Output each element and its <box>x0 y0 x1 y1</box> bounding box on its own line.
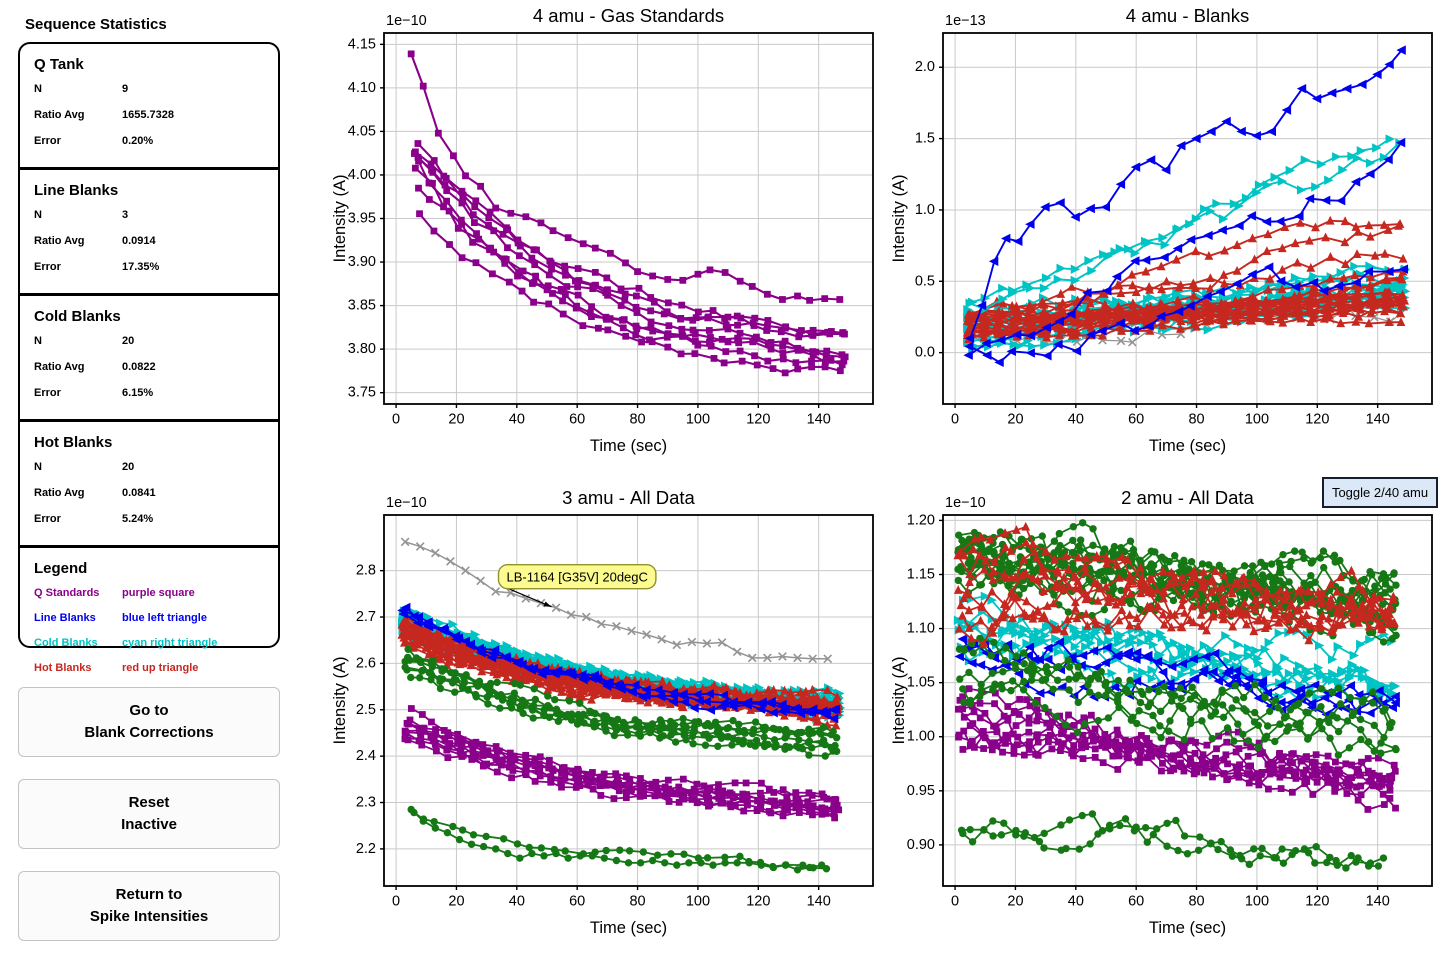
stats-section-hot-blanks: Hot Blanks N 20 Ratio Avg 0.0841 Error 5.24… <box>20 419 278 545</box>
legend-entry-cold-blanks: Cold Blanks cyan right triangle <box>34 637 218 649</box>
legend-entry-hot-blanks: Hot Blanks red up triangle <box>34 662 199 674</box>
reset-inactive-button[interactable]: Reset Inactive <box>18 779 280 849</box>
stat-row: N 20 <box>34 461 135 473</box>
legend-entry-line-blanks: Line Blanks blue left triangle <box>34 612 207 624</box>
legend-heading: Legend <box>34 560 88 577</box>
stats-heading: Cold Blanks <box>34 308 121 325</box>
stat-row: Ratio Avg 1655.7328 <box>34 109 174 121</box>
legend-entry-q-standards: Q Standards purple square <box>34 587 195 599</box>
stat-row: Error 6.15% <box>34 387 154 399</box>
go-to-blank-corrections-button[interactable]: Go to Blank Corrections <box>18 687 280 757</box>
stat-row: Ratio Avg 0.0841 <box>34 487 156 499</box>
stat-row: Ratio Avg 0.0822 <box>34 361 156 373</box>
stats-section-cold-blanks: Cold Blanks N 20 Ratio Avg 0.0822 Error 6.1… <box>20 293 278 419</box>
stats-heading: Q Tank <box>34 56 84 73</box>
sidebar-title: Sequence Statistics <box>25 16 167 33</box>
return-to-spike-intensities-button[interactable]: Return to Spike Intensities <box>18 871 280 941</box>
stat-row: Ratio Avg 0.0914 <box>34 235 156 247</box>
stat-row: Error 0.20% <box>34 135 154 147</box>
stat-row: Error 5.24% <box>34 513 154 525</box>
plot-4amu-blanks[interactable] <box>889 0 1448 474</box>
plot-3amu-all-data[interactable] <box>330 478 889 974</box>
stat-row: N 20 <box>34 335 135 347</box>
stat-row: Error 17.35% <box>34 261 160 273</box>
plot-4amu-gas-standards[interactable] <box>330 0 889 474</box>
plot-2amu-all-data[interactable] <box>889 478 1448 974</box>
stats-heading: Line Blanks <box>34 182 119 199</box>
toggle-2-40-amu-button[interactable]: Toggle 2/40 amu <box>1322 477 1438 508</box>
stats-heading: Hot Blanks <box>34 434 113 451</box>
plot-grid <box>330 0 1448 974</box>
